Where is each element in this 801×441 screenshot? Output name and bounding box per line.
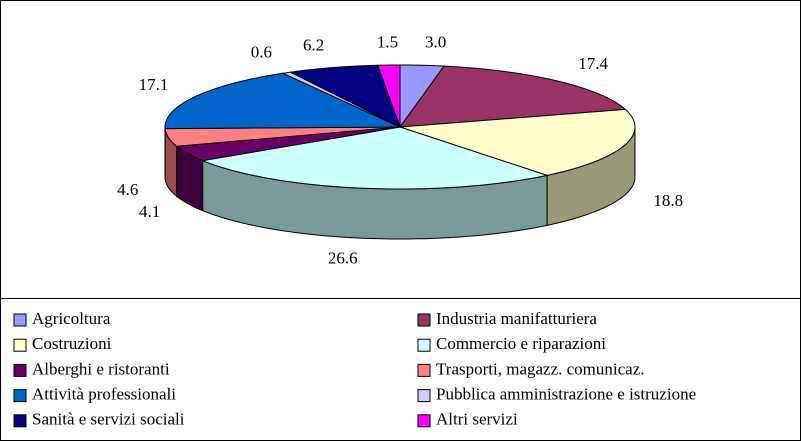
data-label: 1.5 xyxy=(377,32,398,51)
legend-label: Sanità e servizi sociali xyxy=(32,410,185,429)
legend-swatch xyxy=(417,363,431,377)
pie-slice xyxy=(288,64,401,129)
legend-label: Agricoltura xyxy=(32,309,111,328)
legend-label: Pubblica amministrazione e istruzione xyxy=(436,385,696,404)
pie-slice xyxy=(164,72,401,130)
data-label: 26.6 xyxy=(328,249,358,268)
legend-swatch xyxy=(13,338,27,352)
legend-label: Trasporti, magazz. comunicaz. xyxy=(436,359,645,378)
legend-swatch xyxy=(417,414,431,428)
legend-label: Altri servizi xyxy=(436,410,518,429)
legend-label: Industria manifatturiera xyxy=(436,309,597,328)
legend-label: Commercio e riparazioni xyxy=(436,334,606,353)
pie-slice xyxy=(164,126,401,147)
legend-swatch xyxy=(13,363,27,377)
pie-slice xyxy=(398,65,627,128)
data-label: 6.2 xyxy=(303,36,324,55)
data-label: 4.6 xyxy=(117,180,138,199)
legend-label: Attività professionali xyxy=(32,385,176,404)
legend-swatch xyxy=(13,414,27,428)
data-label: 18.8 xyxy=(653,191,683,210)
pie-slice xyxy=(399,108,636,176)
pie-slice xyxy=(175,126,401,162)
data-label: 3.0 xyxy=(425,33,446,52)
legend-swatch xyxy=(13,313,27,327)
legend-label: Costruzioni xyxy=(32,334,112,353)
legend-swatch xyxy=(417,389,431,403)
legend-label: Alberghi e ristoranti xyxy=(32,359,170,378)
data-label: 4.1 xyxy=(139,202,160,221)
legend-swatch xyxy=(13,389,27,403)
data-label: 0.6 xyxy=(251,43,272,62)
pie-slice xyxy=(200,126,549,190)
data-label: 17.4 xyxy=(578,54,608,73)
legend-swatch xyxy=(417,313,431,327)
legend-swatch xyxy=(417,338,431,352)
data-label: 17.1 xyxy=(139,75,169,94)
pie-slice xyxy=(377,64,401,128)
